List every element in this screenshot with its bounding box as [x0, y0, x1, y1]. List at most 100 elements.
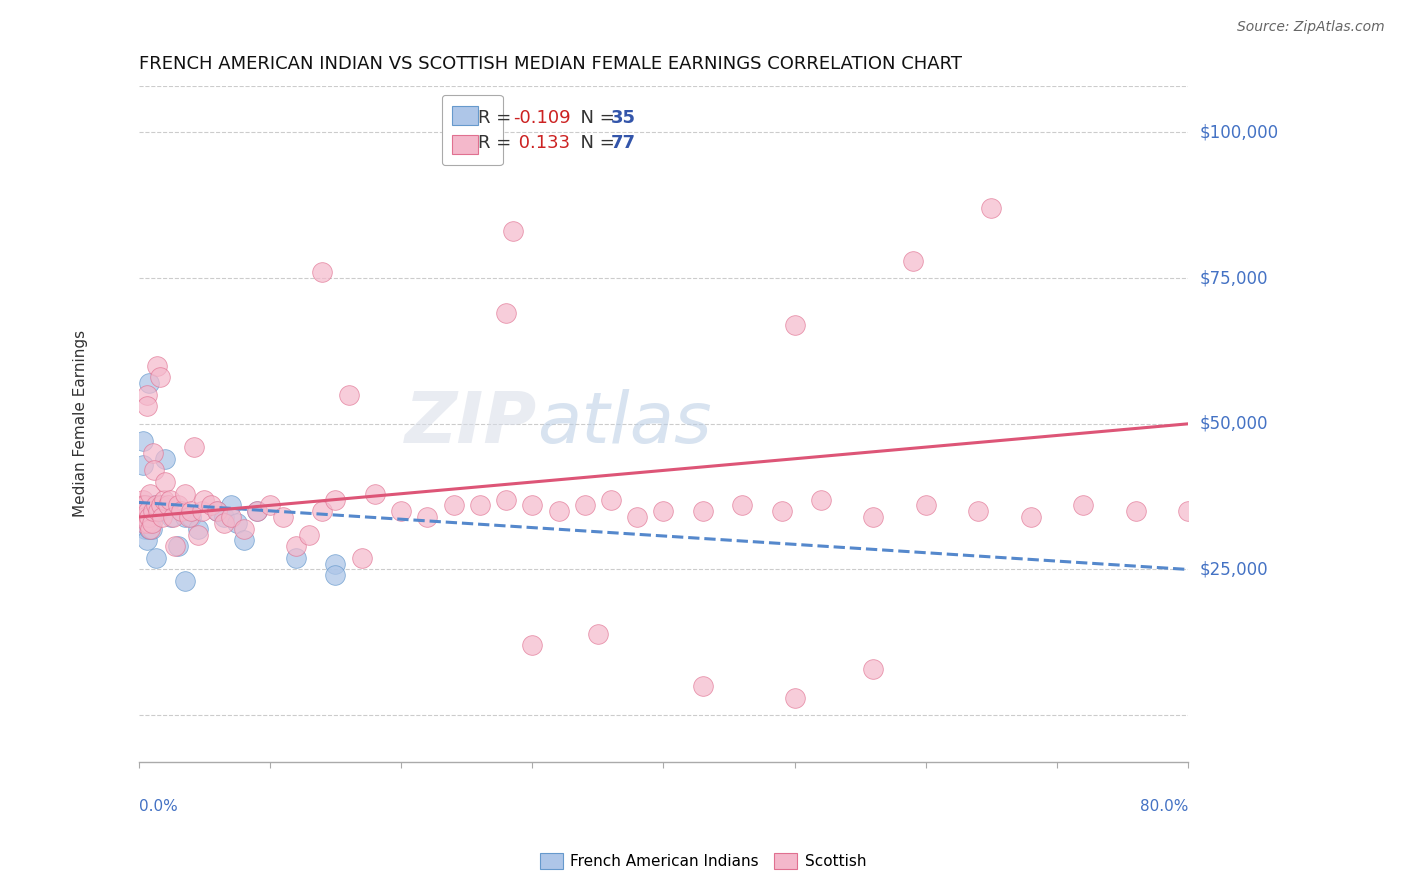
Text: $25,000: $25,000: [1199, 560, 1268, 579]
Point: [138, 510, 160, 524]
Point: [190, 504, 212, 518]
Point: [443, 499, 465, 513]
Point: [311, 504, 333, 518]
Point: [193, 492, 215, 507]
Point: [167, 539, 190, 553]
Text: N =: N =: [569, 134, 614, 152]
Point: [212, 516, 235, 530]
Point: [150, 510, 173, 524]
Point: [129, 504, 152, 518]
Text: $100,000: $100,000: [1199, 123, 1278, 142]
Point: [145, 550, 167, 565]
Text: Source: ZipAtlas.com: Source: ZipAtlas.com: [1237, 20, 1385, 34]
Point: [810, 492, 832, 507]
Point: [259, 499, 281, 513]
Point: [246, 504, 269, 518]
Point: [246, 504, 269, 518]
Point: [862, 661, 884, 675]
Point: [468, 499, 491, 513]
Point: [298, 527, 321, 541]
Point: [389, 504, 412, 518]
Text: atlas: atlas: [537, 389, 713, 458]
Point: [967, 504, 990, 518]
Point: [136, 516, 159, 530]
Point: [131, 434, 153, 449]
Point: [652, 504, 675, 518]
Point: [232, 533, 254, 548]
Text: ZIP: ZIP: [405, 389, 537, 458]
Text: R =: R =: [478, 134, 510, 152]
Point: [173, 487, 195, 501]
Point: [325, 492, 347, 507]
Point: [136, 504, 159, 518]
Point: [1125, 504, 1147, 518]
Point: [132, 504, 155, 518]
Text: 35: 35: [612, 109, 636, 128]
Point: [149, 504, 172, 518]
Point: [167, 499, 190, 513]
Point: [131, 492, 153, 507]
Point: [138, 376, 160, 390]
Point: [146, 499, 169, 513]
Point: [150, 499, 173, 513]
Point: [132, 516, 155, 530]
Point: [692, 679, 714, 693]
Point: [134, 522, 156, 536]
Point: [325, 568, 347, 582]
Point: [134, 499, 156, 513]
Point: [156, 499, 179, 513]
Point: [325, 557, 347, 571]
Text: N =: N =: [569, 109, 614, 128]
Point: [522, 638, 544, 652]
Point: [180, 510, 202, 524]
Point: [132, 504, 155, 518]
Point: [226, 516, 249, 530]
Point: [271, 510, 294, 524]
Point: [148, 504, 170, 518]
Point: [134, 510, 156, 524]
Point: [200, 499, 222, 513]
Point: [129, 510, 152, 524]
Point: [142, 504, 165, 518]
Point: [495, 306, 517, 320]
Point: [138, 510, 160, 524]
Point: [162, 510, 184, 524]
Point: [153, 451, 176, 466]
Point: [495, 492, 517, 507]
Point: [183, 440, 205, 454]
Text: 0.0%: 0.0%: [139, 799, 177, 814]
Point: [862, 510, 884, 524]
Point: [416, 510, 439, 524]
Point: [547, 504, 569, 518]
Point: [219, 499, 242, 513]
Point: [600, 492, 623, 507]
Text: R =: R =: [478, 109, 510, 128]
Point: [141, 522, 163, 536]
Point: [149, 499, 172, 513]
Point: [731, 499, 754, 513]
Point: [207, 504, 229, 518]
Point: [232, 522, 254, 536]
Text: 0.133: 0.133: [513, 134, 571, 152]
Point: [159, 492, 181, 507]
Point: [586, 626, 609, 640]
Legend: French American Indians, Scottish: French American Indians, Scottish: [534, 847, 872, 875]
Point: [135, 387, 157, 401]
Point: [915, 499, 938, 513]
Point: [187, 527, 209, 541]
Point: [134, 510, 156, 524]
Point: [285, 550, 308, 565]
Point: [135, 499, 157, 513]
Point: [1019, 510, 1042, 524]
Point: [152, 492, 174, 507]
Point: [139, 487, 162, 501]
Point: [311, 265, 333, 279]
Point: [131, 458, 153, 472]
Point: [187, 522, 209, 536]
Point: [1071, 499, 1094, 513]
Point: [626, 510, 648, 524]
Point: [135, 533, 157, 548]
Point: [142, 446, 165, 460]
Point: [143, 499, 166, 513]
Point: [131, 499, 153, 513]
